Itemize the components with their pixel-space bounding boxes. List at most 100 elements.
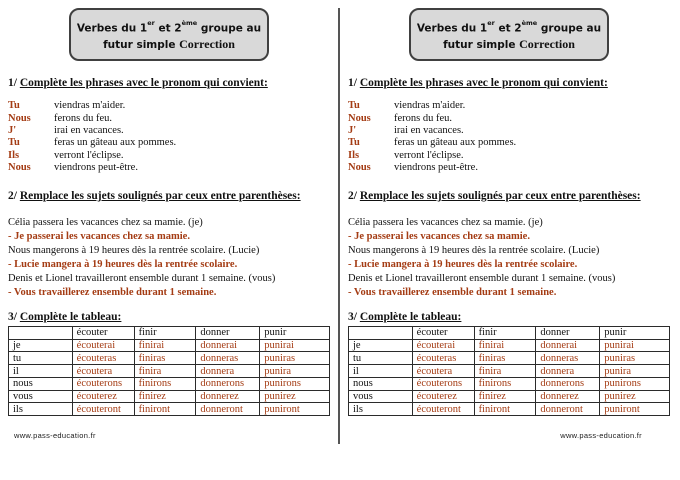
pronoun-row: Nous ferons du feu. bbox=[348, 113, 670, 125]
row-pronoun: vous bbox=[8, 389, 73, 404]
title-line-1: Verbes du 1er et 2ème groupe au bbox=[413, 15, 605, 36]
sentence-text: ferons du feu. bbox=[54, 112, 113, 124]
title-text: Verbes du 1 bbox=[76, 22, 148, 35]
pronoun-row: Ils verront l'éclipse. bbox=[348, 150, 670, 162]
pronoun-row: Ils verront l'éclipse. bbox=[8, 150, 330, 162]
conjugation-answer: écoutera bbox=[71, 364, 135, 378]
table-header-verb: donner bbox=[195, 326, 261, 340]
pronoun-answer: Ils bbox=[8, 149, 20, 161]
table-row: je écouterai finirai donnerai punirai bbox=[8, 338, 330, 353]
pronoun-row: Nous viendrons peut-être. bbox=[8, 162, 330, 174]
table-row: je écouterai finirai donnerai punirai bbox=[348, 338, 670, 353]
title-text: groupe au bbox=[537, 22, 602, 35]
row-pronoun: tu bbox=[348, 351, 413, 366]
conjugation-answer: punirai bbox=[259, 338, 330, 353]
conjugation-answer: punirez bbox=[599, 389, 670, 404]
conjugation-answer: finiras bbox=[133, 351, 197, 366]
section-number: 3/ bbox=[348, 311, 357, 324]
conjugation-answer: donneront bbox=[195, 402, 261, 416]
sentence-text: feras un gâteau aux pommes. bbox=[54, 137, 177, 149]
substitution-exercise: Célia passera les vacances chez sa mamie… bbox=[348, 216, 670, 300]
row-pronoun: il bbox=[348, 364, 413, 378]
pronoun-answer: J' bbox=[8, 124, 17, 136]
conjugation-answer: finirai bbox=[133, 338, 197, 353]
title-line-2: futur simple Correction bbox=[413, 36, 605, 53]
title-line-2: futur simple Correction bbox=[73, 36, 265, 53]
row-pronoun: ils bbox=[348, 402, 413, 416]
title-superscript: er bbox=[487, 19, 495, 27]
conjugation-answer: donnerez bbox=[535, 389, 601, 404]
conjugation-answer: finiront bbox=[473, 402, 537, 416]
exercise-sentence: Célia passera les vacances chez sa mamie… bbox=[348, 217, 543, 229]
worksheet-column-left: Verbes du 1er et 2ème groupe au futur si… bbox=[8, 8, 330, 440]
conjugation-answer: écouteras bbox=[411, 351, 475, 366]
exercise-sentence: Denis et Lionel travailleront ensemble d… bbox=[348, 273, 616, 285]
conjugation-answer: finira bbox=[473, 364, 537, 378]
row-pronoun: vous bbox=[348, 389, 413, 404]
conjugation-answer: finirons bbox=[133, 376, 197, 391]
exercise-sentence: Denis et Lionel travailleront ensemble d… bbox=[8, 273, 276, 285]
table-header-verb: finir bbox=[133, 326, 197, 340]
exercise-sentence: Célia passera les vacances chez sa mamie… bbox=[8, 217, 203, 229]
correction-sentence: - Vous travaillerez ensemble durant 1 se… bbox=[348, 287, 557, 299]
row-pronoun: il bbox=[8, 364, 73, 378]
pronoun-row: J' irai en vacances. bbox=[348, 125, 670, 137]
title-box: Verbes du 1er et 2ème groupe au futur si… bbox=[69, 8, 269, 62]
pronoun-row: Nous viendrons peut-être. bbox=[348, 162, 670, 174]
worksheet-column: Verbes du 1er et 2ème groupe au futur si… bbox=[348, 8, 670, 440]
correction-sentence: - Je passerai les vacances chez sa mamie… bbox=[348, 231, 530, 243]
row-pronoun: nous bbox=[348, 376, 413, 391]
website-url: www.pass-education.fr bbox=[14, 430, 96, 440]
conjugation-table: écouter finir donner punir je écouterai … bbox=[348, 326, 670, 416]
table-row: vous écouterez finirez donnerez punirez bbox=[348, 389, 670, 404]
section2-heading: 2/ Remplace les sujets soulignés par ceu… bbox=[348, 190, 670, 202]
section3-heading: 3/ Complète le tableau: bbox=[348, 311, 670, 323]
table-row: il écoutera finira donnera punira bbox=[8, 364, 330, 378]
title-text: futur simple bbox=[443, 39, 516, 52]
section-number: 2/ bbox=[348, 190, 357, 203]
title-superscript: er bbox=[147, 19, 155, 27]
sentence-text: viendrons peut-être. bbox=[54, 161, 138, 173]
section1-heading: 1/ Complète les phrases avec le pronom q… bbox=[8, 77, 330, 89]
exercise-sentence: Nous mangerons à 19 heures dès la rentré… bbox=[8, 245, 260, 257]
conjugation-answer: écouteront bbox=[411, 402, 475, 416]
sentence-text: viendras m'aider. bbox=[54, 100, 126, 112]
column-divider-line bbox=[338, 8, 340, 444]
table-header-empty bbox=[348, 326, 413, 340]
section-title: Remplace les sujets soulignés par ceux e… bbox=[359, 190, 641, 203]
table-header-verb: punir bbox=[259, 326, 330, 340]
conjugation-answer: puniras bbox=[259, 351, 330, 366]
row-pronoun: je bbox=[8, 338, 73, 353]
table-row: tu écouteras finiras donneras puniras bbox=[348, 351, 670, 366]
title-box: Verbes du 1er et 2ème groupe au futur si… bbox=[409, 8, 609, 62]
sentence-text: feras un gâteau aux pommes. bbox=[394, 137, 517, 149]
conjugation-answer: donnerai bbox=[195, 338, 261, 353]
table-header-verb: finir bbox=[473, 326, 537, 340]
exercise-sentence: Nous mangerons à 19 heures dès la rentré… bbox=[348, 245, 600, 257]
table-row: vous écouterez finirez donnerez punirez bbox=[8, 389, 330, 404]
conjugation-answer: punira bbox=[259, 364, 330, 378]
conjugation-answer: donnerez bbox=[195, 389, 261, 404]
conjugation-table: écouter finir donner punir je écouterai … bbox=[8, 326, 330, 416]
table-header-row: écouter finir donner punir bbox=[348, 326, 670, 340]
section-title: Remplace les sujets soulignés par ceux e… bbox=[19, 190, 301, 203]
conjugation-answer: donnera bbox=[535, 364, 601, 378]
title-text: et 2 bbox=[494, 22, 522, 35]
pronoun-row: Nous ferons du feu. bbox=[8, 113, 330, 125]
table-header-row: écouter finir donner punir bbox=[8, 326, 330, 340]
section1-heading: 1/ Complète les phrases avec le pronom q… bbox=[348, 77, 670, 89]
table-row: ils écouteront finiront donneront puniro… bbox=[8, 402, 330, 416]
section-title: Complète les phrases avec le pronom qui … bbox=[359, 77, 608, 90]
section-title: Complète les phrases avec le pronom qui … bbox=[19, 77, 268, 90]
correction-sentence: - Lucie mangera à 19 heures dès la rentr… bbox=[8, 259, 238, 271]
pronoun-row: J' irai en vacances. bbox=[8, 125, 330, 137]
section-title: Complète le tableau: bbox=[359, 311, 462, 324]
pronoun-answer: Tu bbox=[8, 137, 20, 149]
conjugation-answer: donnera bbox=[195, 364, 261, 378]
correction-sentence: - Je passerai les vacances chez sa mamie… bbox=[8, 231, 190, 243]
conjugation-answer: finirai bbox=[473, 338, 537, 353]
pronoun-answer: Nous bbox=[8, 112, 31, 124]
conjugation-answer: finirons bbox=[473, 376, 537, 391]
table-row: tu écouteras finiras donneras puniras bbox=[8, 351, 330, 366]
pronoun-answer: Tu bbox=[348, 137, 360, 149]
